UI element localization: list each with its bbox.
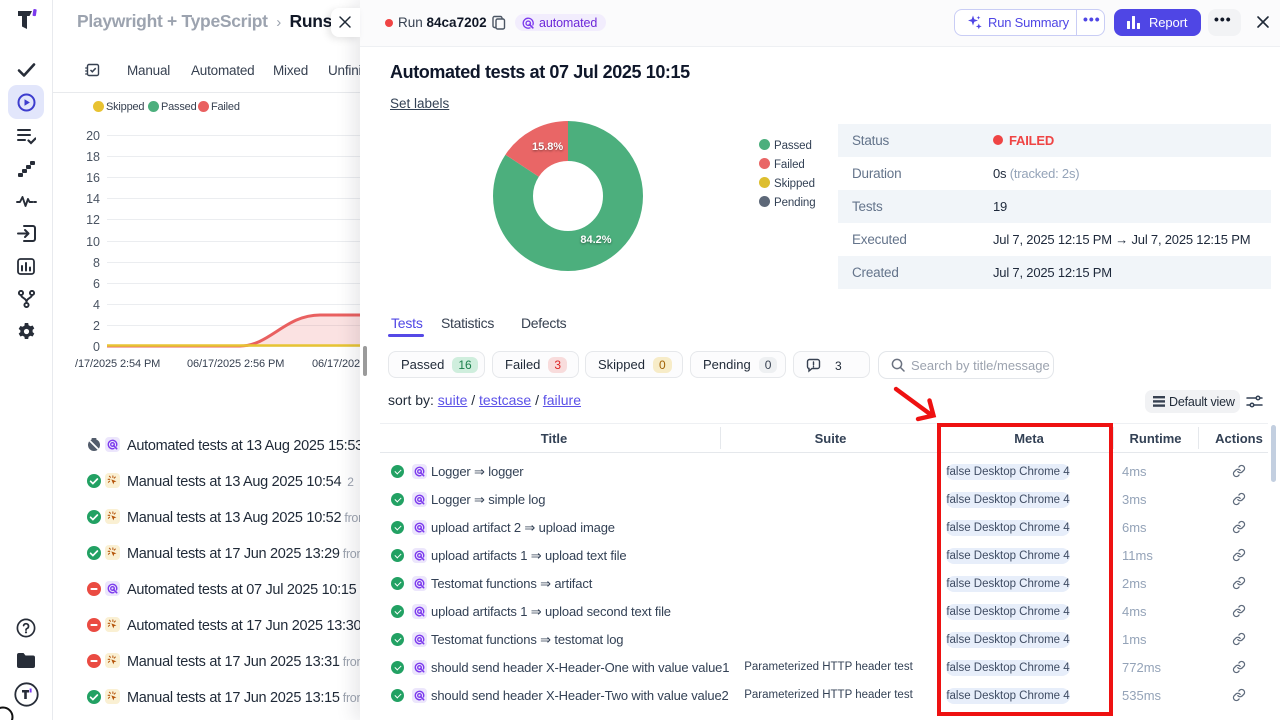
svg-text:15.8%: 15.8% xyxy=(532,141,563,153)
svg-text:84.2%: 84.2% xyxy=(580,234,611,246)
